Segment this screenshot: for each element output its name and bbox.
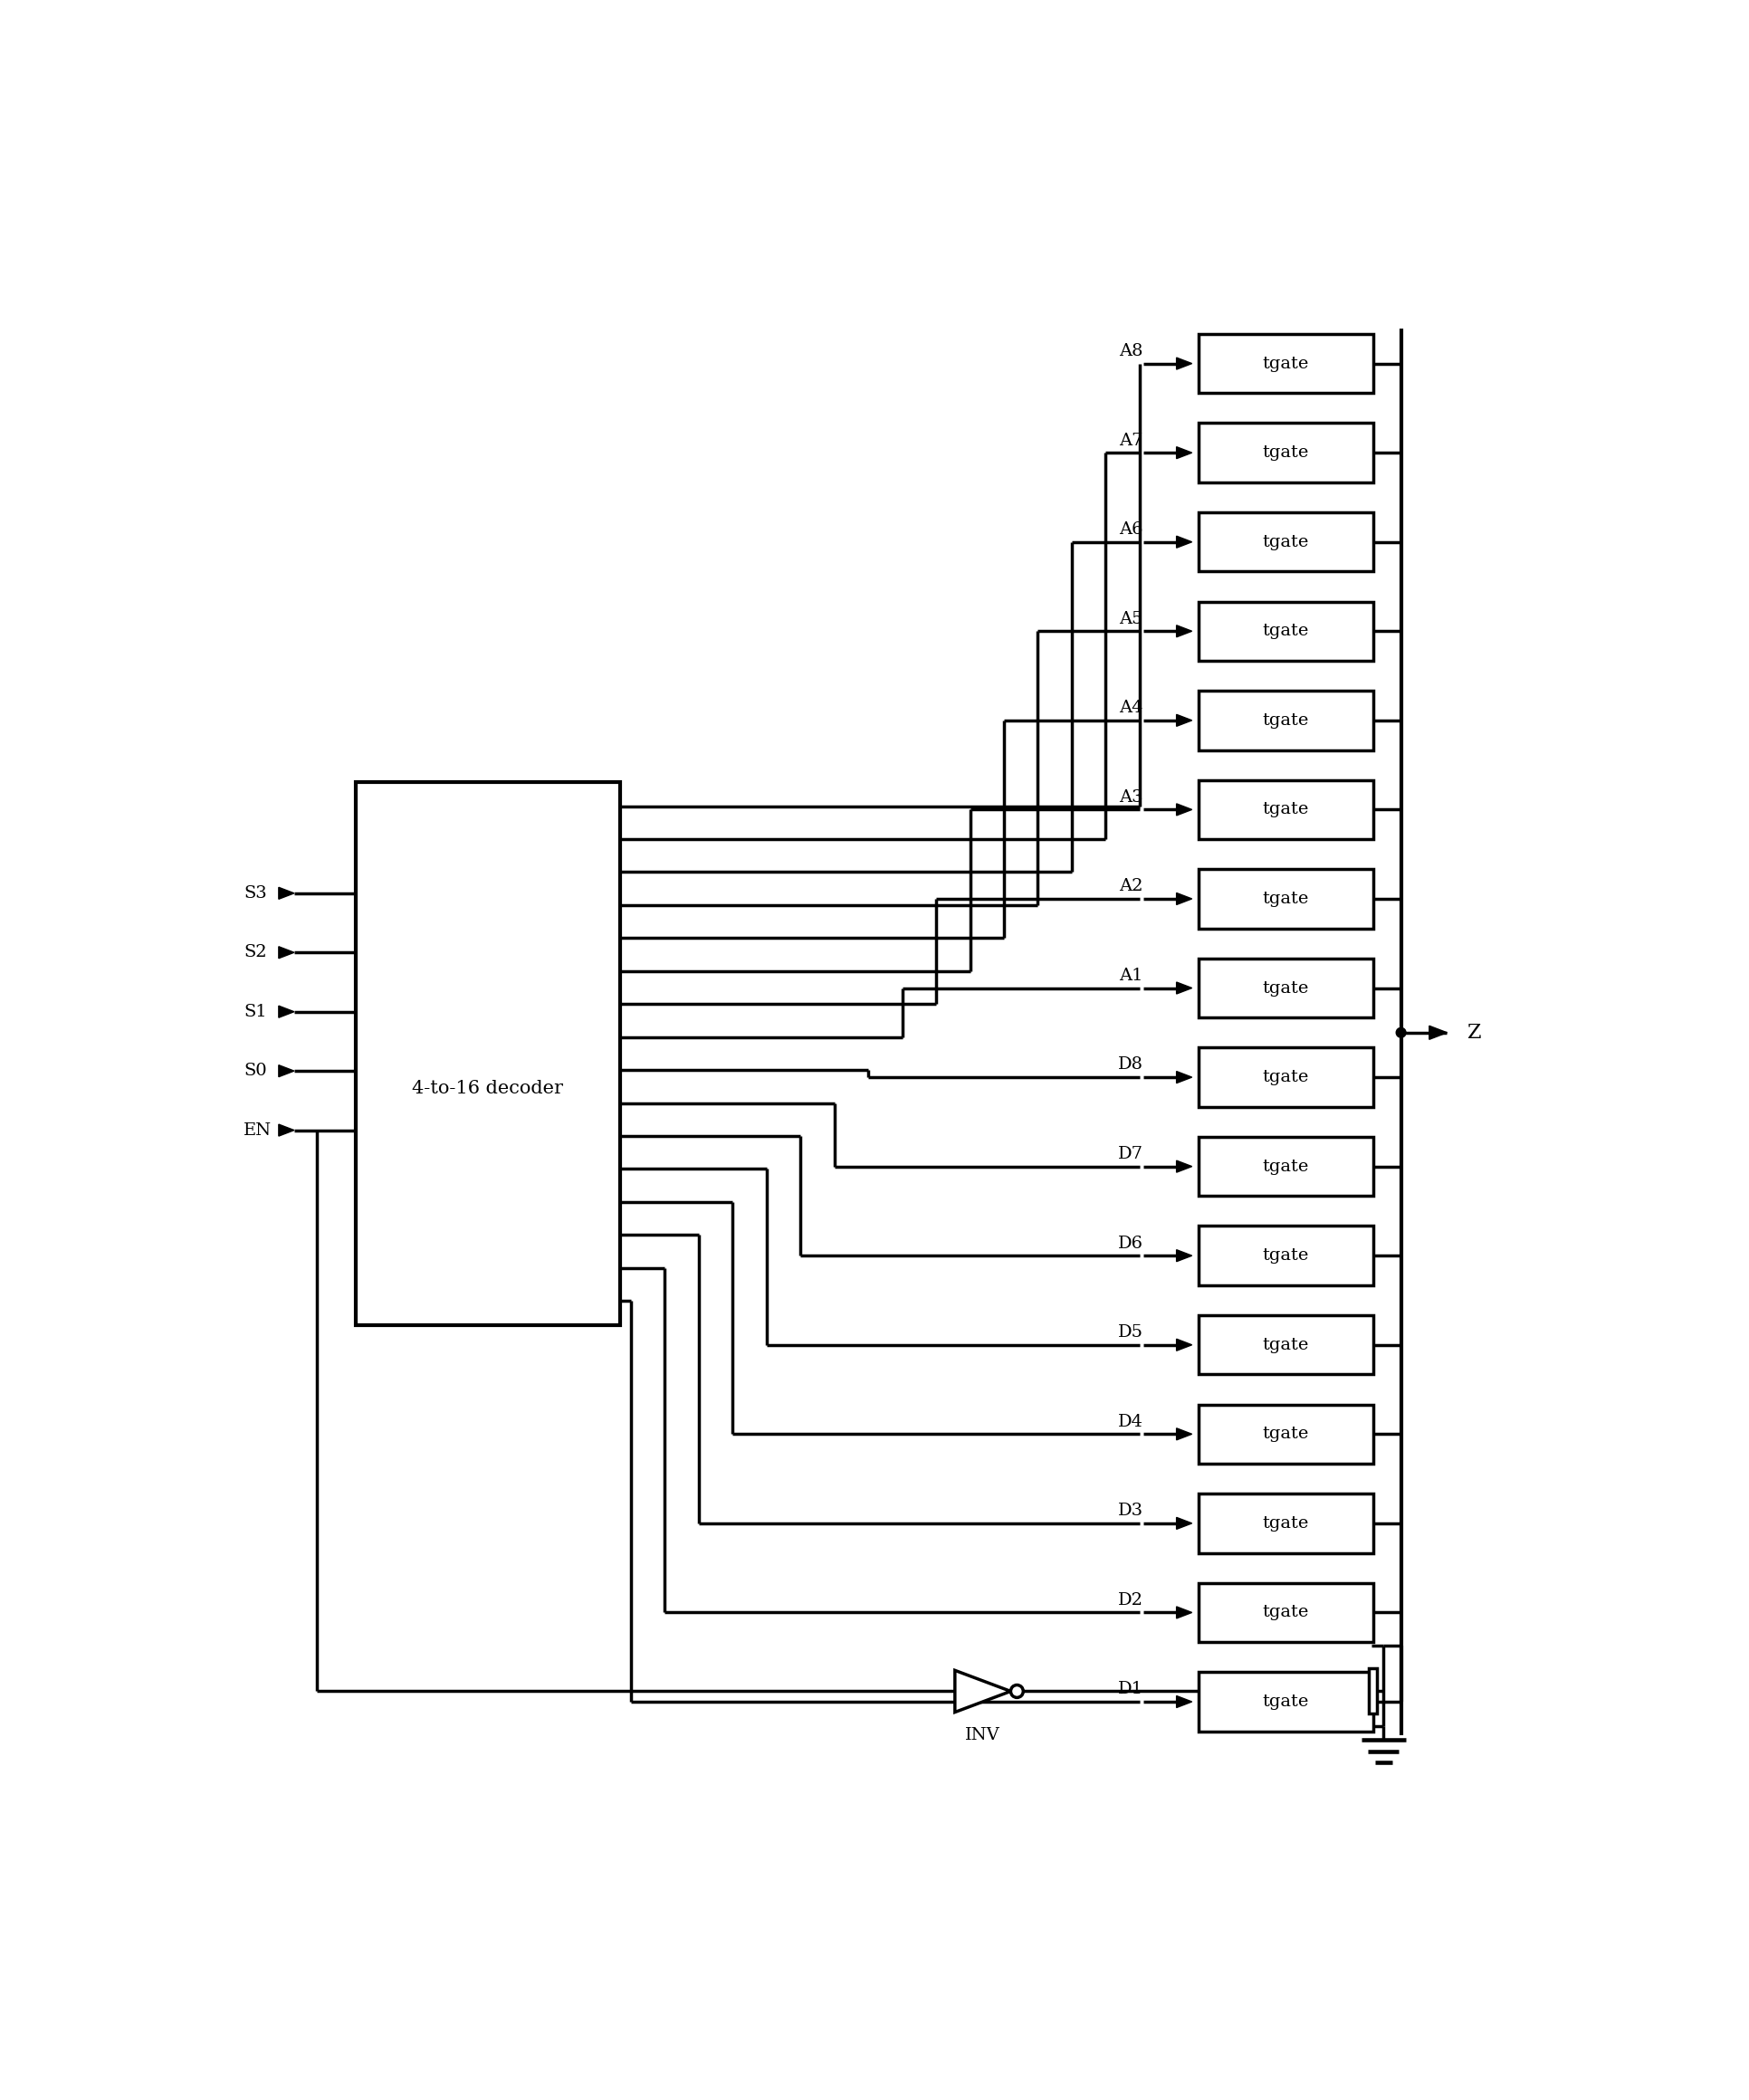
Text: A8: A8 (1119, 342, 1144, 359)
Text: D6: D6 (1118, 1235, 1144, 1252)
Polygon shape (1177, 1161, 1191, 1172)
Bar (355, 781, 621, 1325)
Text: Z: Z (1467, 1023, 1481, 1042)
Text: 4-to-16 decoder: 4-to-16 decoder (413, 1079, 563, 1096)
Bar (1198, 601, 1373, 662)
Text: S0: S0 (243, 1063, 268, 1079)
Text: tgate: tgate (1263, 1069, 1310, 1086)
Polygon shape (278, 1124, 294, 1136)
Bar (1198, 1405, 1373, 1464)
Text: D7: D7 (1118, 1147, 1144, 1161)
Text: A3: A3 (1119, 790, 1144, 806)
Text: A7: A7 (1119, 433, 1144, 449)
Bar (1198, 422, 1373, 483)
Bar (1198, 1493, 1373, 1552)
Bar (1198, 1315, 1373, 1375)
Text: tgate: tgate (1263, 1247, 1310, 1264)
Text: tgate: tgate (1263, 802, 1310, 817)
Polygon shape (1429, 1025, 1446, 1040)
Polygon shape (278, 1006, 294, 1018)
Text: tgate: tgate (1263, 1693, 1310, 1709)
Polygon shape (1177, 1518, 1191, 1529)
Polygon shape (1177, 1606, 1191, 1619)
Text: A6: A6 (1119, 521, 1144, 538)
Polygon shape (1177, 626, 1191, 636)
Text: A2: A2 (1119, 878, 1144, 895)
Text: INV: INV (965, 1728, 1000, 1743)
Text: tgate: tgate (1263, 1604, 1310, 1621)
Polygon shape (1177, 714, 1191, 727)
Text: D1: D1 (1118, 1682, 1144, 1697)
Text: D5: D5 (1118, 1325, 1144, 1340)
Text: tgate: tgate (1263, 1338, 1310, 1352)
Bar (1198, 1226, 1373, 1285)
Text: A5: A5 (1119, 611, 1144, 628)
Text: D3: D3 (1118, 1504, 1144, 1518)
Polygon shape (1177, 804, 1191, 815)
Polygon shape (1177, 357, 1191, 370)
Polygon shape (278, 1065, 294, 1077)
Bar (1198, 334, 1373, 393)
Polygon shape (955, 1670, 1011, 1712)
Bar (1198, 869, 1373, 928)
Text: D4: D4 (1118, 1413, 1144, 1430)
Bar (1198, 779, 1373, 840)
Text: EN: EN (243, 1121, 273, 1138)
Text: tgate: tgate (1263, 890, 1310, 907)
Polygon shape (1177, 1697, 1191, 1707)
Text: tgate: tgate (1263, 355, 1310, 372)
Text: tgate: tgate (1263, 624, 1310, 638)
Bar (1198, 691, 1373, 750)
Polygon shape (278, 947, 294, 958)
Text: tgate: tgate (1263, 1516, 1310, 1531)
Text: tgate: tgate (1263, 1426, 1310, 1443)
Text: tgate: tgate (1263, 445, 1310, 460)
Circle shape (1396, 1027, 1406, 1037)
Polygon shape (1177, 892, 1191, 905)
Text: tgate: tgate (1263, 981, 1310, 995)
Bar (1198, 1136, 1373, 1197)
Text: D2: D2 (1118, 1592, 1144, 1609)
Text: tgate: tgate (1263, 712, 1310, 729)
Polygon shape (1177, 983, 1191, 993)
Bar (1198, 512, 1373, 571)
Polygon shape (1177, 1340, 1191, 1350)
Bar (1198, 958, 1373, 1018)
Bar (1198, 1672, 1373, 1730)
Text: S2: S2 (243, 945, 268, 960)
Polygon shape (1177, 447, 1191, 458)
Text: D8: D8 (1118, 1056, 1144, 1073)
Polygon shape (1177, 1071, 1191, 1084)
Polygon shape (1177, 536, 1191, 548)
Polygon shape (278, 888, 294, 899)
Polygon shape (1177, 1428, 1191, 1441)
Polygon shape (1177, 1249, 1191, 1262)
Text: S3: S3 (243, 884, 268, 901)
Text: A1: A1 (1119, 968, 1144, 983)
Text: S1: S1 (243, 1004, 268, 1021)
Bar (1198, 1048, 1373, 1107)
Bar (1198, 1583, 1373, 1642)
Text: tgate: tgate (1263, 1159, 1310, 1174)
Text: A4: A4 (1119, 699, 1144, 716)
Text: tgate: tgate (1263, 533, 1310, 550)
Bar (1369, 1670, 1378, 1714)
Circle shape (1011, 1684, 1023, 1697)
